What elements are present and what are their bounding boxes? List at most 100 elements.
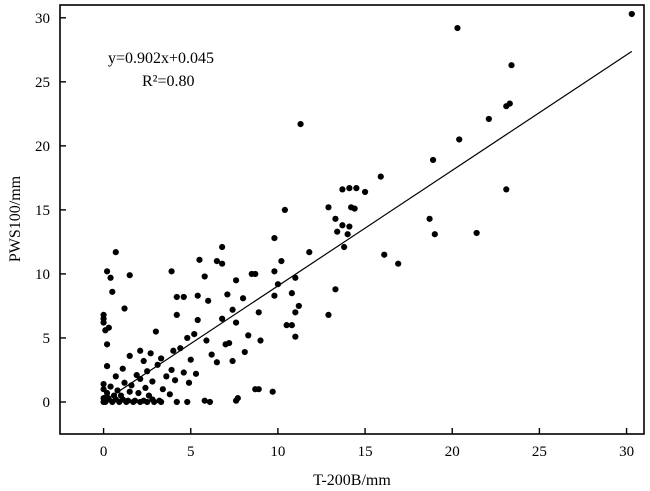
- data-point: [158, 398, 165, 406]
- y-axis-ticks: 0 5 10 15 20 25 30: [35, 11, 66, 411]
- x-tick-label: 20: [445, 444, 460, 460]
- y-tick-label: 30: [35, 11, 50, 27]
- y-tick-label: 25: [35, 75, 50, 91]
- data-point: [121, 379, 128, 386]
- data-point: [171, 377, 179, 384]
- data-point: [292, 274, 299, 281]
- data-point: [255, 309, 262, 316]
- regression-line: [103, 50, 633, 402]
- data-point: [201, 397, 208, 404]
- data-point: [339, 222, 346, 229]
- data-point: [116, 398, 123, 406]
- data-point: [140, 357, 147, 365]
- y-tick-label: 0: [43, 395, 51, 411]
- data-point: [126, 272, 133, 279]
- data-point: [283, 322, 290, 329]
- r-squared-label: R²=0.80: [142, 73, 195, 90]
- data-point: [456, 136, 463, 143]
- data-point: [271, 234, 278, 242]
- data-point: [377, 173, 384, 180]
- data-point: [429, 156, 437, 164]
- data-point: [288, 290, 295, 297]
- data-point: [325, 311, 332, 319]
- data-point: [257, 337, 264, 344]
- data-point: [295, 302, 302, 310]
- data-point: [109, 288, 116, 295]
- x-tick-label: 5: [187, 444, 195, 460]
- data-point: [339, 186, 346, 193]
- data-point: [130, 398, 137, 406]
- data-point: [147, 350, 154, 357]
- x-tick-label: 25: [532, 444, 547, 460]
- data-point: [112, 373, 119, 380]
- data-point: [103, 363, 111, 370]
- data-point: [229, 357, 236, 365]
- data-point: [239, 295, 247, 302]
- data-point: [252, 270, 259, 278]
- data-point: [159, 386, 166, 393]
- data-point: [351, 205, 358, 212]
- data-point: [151, 398, 158, 406]
- data-point: [205, 297, 212, 304]
- data-point: [142, 384, 149, 391]
- y-tick-label: 5: [43, 331, 51, 347]
- data-point: [180, 369, 187, 376]
- data-point: [485, 115, 492, 123]
- data-point: [234, 395, 241, 402]
- data-point: [123, 398, 130, 406]
- data-point: [100, 319, 107, 326]
- x-tick-label: 15: [358, 444, 373, 460]
- data-point: [241, 348, 248, 356]
- data-point: [213, 359, 220, 366]
- data-point: [152, 328, 159, 335]
- data-point: [325, 204, 332, 211]
- plot-frame: [59, 4, 645, 435]
- data-point: [381, 251, 388, 258]
- data-point: [135, 389, 142, 397]
- data-point: [121, 305, 128, 312]
- data-point: [361, 188, 369, 196]
- data-point: [229, 306, 236, 313]
- data-point: [194, 316, 201, 324]
- data-point: [173, 293, 180, 301]
- data-point: [137, 347, 144, 354]
- data-point: [137, 398, 144, 406]
- data-point: [107, 274, 114, 281]
- data-point: [187, 356, 194, 363]
- data-point: [213, 258, 220, 265]
- data-point: [114, 387, 121, 394]
- data-point: [344, 231, 351, 238]
- data-point: [137, 375, 144, 383]
- data-point: [271, 292, 278, 299]
- data-point: [191, 331, 198, 338]
- data-point: [346, 185, 353, 192]
- data-point: [144, 398, 151, 406]
- data-point: [219, 315, 226, 322]
- data-point: [100, 386, 107, 393]
- data-point: [292, 309, 299, 316]
- data-point: [166, 391, 173, 398]
- data-point: [201, 273, 208, 280]
- data-point: [102, 327, 109, 334]
- y-tick-label: 15: [35, 203, 50, 219]
- data-point: [288, 322, 295, 329]
- x-tick-label: 30: [619, 444, 634, 460]
- data-point: [245, 332, 252, 339]
- data-point: [225, 339, 233, 347]
- data-point: [281, 206, 288, 213]
- x-axis-label: T-200B/mm: [313, 472, 391, 489]
- data-point: [144, 368, 151, 375]
- data-point: [173, 398, 180, 406]
- data-point: [274, 281, 282, 288]
- data-point: [292, 333, 299, 340]
- data-point: [255, 386, 262, 393]
- data-point: [163, 373, 170, 380]
- x-axis-ticks: 0 5 10 15 20 25 30: [100, 428, 634, 460]
- data-point: [103, 341, 111, 348]
- data-point: [346, 223, 353, 230]
- data-point: [334, 228, 341, 235]
- data-point: [297, 120, 304, 128]
- data-points: [100, 10, 635, 406]
- data-point: [196, 256, 203, 263]
